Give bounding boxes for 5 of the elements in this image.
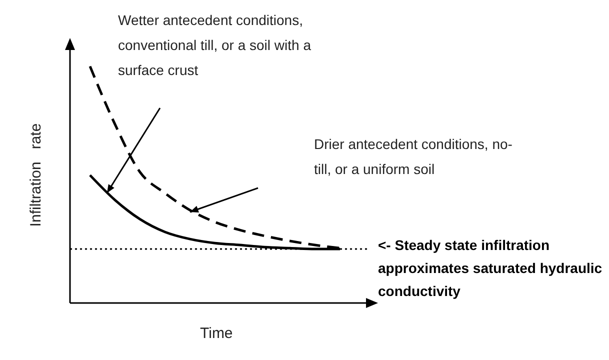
annotation: Drier antecedent conditions, no-till, or a uniform soil (314, 135, 514, 179)
ref-line-label: <- Steady state infiltration approximates saturated hydraulic conductivity (378, 236, 604, 301)
y-axis-title: Infiltration rate (28, 123, 44, 227)
x-axis-title: Time (200, 325, 233, 342)
annotation: Wetter antecedent conditions, conventional till, or a soil with a surface crust (118, 11, 312, 80)
